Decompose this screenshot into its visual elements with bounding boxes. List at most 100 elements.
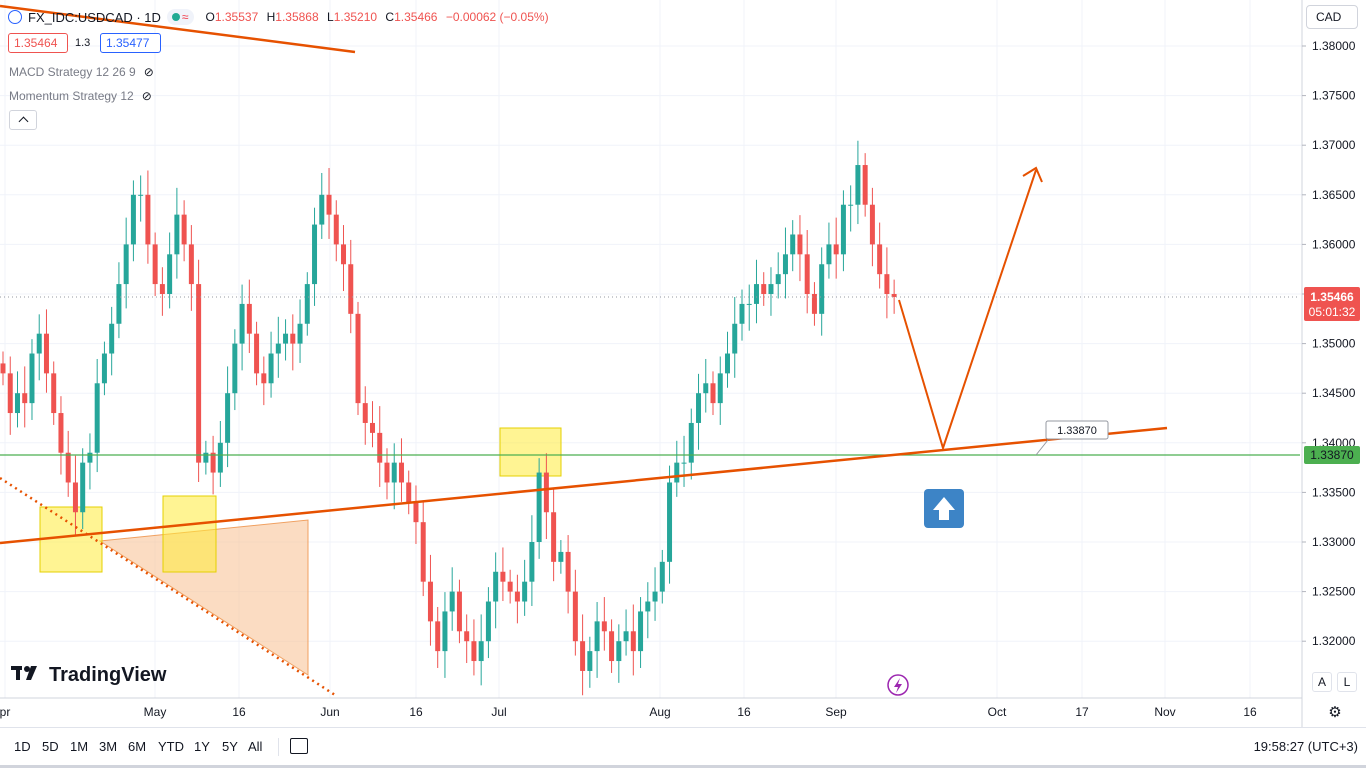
time-tick-label: Jun	[320, 705, 339, 719]
candle-body	[326, 194, 332, 215]
indicator-macd[interactable]: MACD Strategy 12 26 9 ⊘	[9, 65, 154, 79]
candle-body	[384, 462, 390, 483]
candle-body	[601, 621, 607, 632]
candle-body	[710, 383, 716, 404]
candle-body	[630, 631, 636, 652]
candle-body	[507, 581, 513, 592]
arrow-head	[1022, 166, 1043, 183]
candle-body	[717, 373, 723, 404]
candle-body	[725, 353, 730, 374]
candle-body	[667, 482, 673, 562]
range-5d[interactable]: 5D	[42, 739, 59, 754]
candle-body	[565, 551, 571, 592]
candle-body	[109, 323, 115, 354]
candle-body	[246, 303, 252, 334]
candle-body	[790, 234, 796, 255]
candle-body	[80, 462, 86, 513]
price-ticks: 1.380001.375001.370001.365001.360001.355…	[1302, 39, 1356, 648]
price-scale[interactable]: 1.380001.375001.370001.365001.360001.355…	[1301, 0, 1360, 727]
indicator-label: MACD Strategy 12 26 9	[9, 65, 136, 79]
projected-path[interactable]	[898, 169, 1037, 452]
currency-selector[interactable]: CAD	[1306, 5, 1358, 29]
candle-body	[811, 294, 817, 314]
candle-body	[159, 284, 165, 294]
candle-body	[761, 284, 767, 294]
level-callout-box[interactable]	[1045, 420, 1109, 440]
descending-trendline-top[interactable]	[0, 4, 356, 54]
calendar-range-icon[interactable]	[290, 738, 308, 754]
current-price-label: 1.35466	[1310, 290, 1354, 304]
ohlc-values: O1.35537 H1.35868 L1.35210 C1.35466 −0.0…	[205, 10, 549, 24]
candle-body	[442, 611, 448, 652]
candle-body	[703, 383, 709, 394]
spread-value: 1.3	[75, 37, 91, 49]
range-ytd[interactable]: YTD	[158, 739, 184, 754]
descending-dotted-trendline[interactable]	[0, 476, 336, 697]
candle-body	[51, 373, 57, 414]
range-3m[interactable]: 3M	[99, 739, 118, 754]
sell-price-button[interactable]: 1.35464	[8, 33, 68, 53]
collapse-indicators-button[interactable]	[9, 110, 37, 130]
candle-body	[580, 641, 586, 671]
candle-body	[536, 472, 542, 542]
candle-body	[768, 284, 774, 294]
candle-body	[65, 452, 71, 483]
time-tick-label: Aug	[649, 705, 670, 719]
indicator-momentum[interactable]: Momentum Strategy 12 ⊘	[9, 89, 152, 103]
range-1m[interactable]: 1M	[70, 739, 89, 754]
candle-body	[427, 581, 433, 622]
candle-body	[232, 343, 238, 394]
time-axis[interactable]: pr May 16 Jun 16 Jul Aug 16 Sep Oct 17 Nov 16	[0, 697, 1302, 719]
symbol-title[interactable]: FX_IDC:USDCAD · 1D	[28, 9, 161, 25]
candle-body	[268, 353, 274, 384]
candle-body	[138, 194, 144, 196]
range-1d[interactable]: 1D	[14, 739, 31, 754]
rising-trendline[interactable]	[0, 426, 1168, 545]
candle-body	[819, 264, 825, 314]
candle-body	[456, 591, 462, 632]
buy-price-button[interactable]: 1.35477	[100, 33, 161, 53]
candle-body	[862, 165, 868, 205]
candle-body	[674, 462, 680, 483]
candle-body	[623, 631, 629, 642]
candle-body	[369, 422, 375, 433]
candle-body	[732, 323, 738, 354]
highlight-box	[39, 506, 103, 573]
range-1y[interactable]: 1Y	[194, 739, 210, 754]
candle-body	[493, 571, 499, 602]
range-all[interactable]: All	[248, 739, 263, 754]
candle-body	[22, 393, 28, 404]
candle-body	[167, 254, 173, 294]
candle-body	[659, 561, 665, 592]
log-scale-button[interactable]: L	[1337, 672, 1357, 692]
candle-body	[377, 432, 383, 463]
range-6m[interactable]: 6M	[128, 739, 147, 754]
candle-body	[638, 611, 644, 652]
settings-gear-icon[interactable]: ⚙	[1328, 704, 1342, 721]
candle-body	[855, 165, 861, 205]
candle-body	[312, 224, 318, 285]
candle-body	[833, 244, 839, 255]
candle-body	[261, 373, 267, 384]
candle-body	[290, 333, 296, 344]
candle-body	[572, 591, 578, 642]
range-5y[interactable]: 5Y	[222, 739, 238, 754]
eye-crossed-icon[interactable]: ⊘	[141, 89, 152, 103]
candle-body	[29, 353, 35, 404]
price-tick-label: 1.37000	[1312, 138, 1356, 152]
bottom-scrollbar[interactable]	[0, 765, 1366, 768]
candle-body	[681, 462, 687, 464]
candle-body	[652, 591, 658, 602]
level-price-badge	[1304, 446, 1360, 464]
tradingview-logo: TradingView	[11, 664, 166, 687]
candle-body	[645, 601, 651, 612]
time-tick-label: 16	[232, 705, 246, 719]
market-status[interactable]: ≈	[166, 9, 194, 25]
price-tick-label: 1.32500	[1312, 585, 1356, 599]
eye-crossed-icon[interactable]: ⊘	[143, 65, 154, 79]
clock-timezone[interactable]: 19:58:27 (UTC+3)	[1253, 739, 1358, 754]
candle-body	[145, 194, 151, 245]
auto-scale-button[interactable]: A	[1312, 672, 1332, 692]
time-tick-label: Jul	[491, 705, 506, 719]
